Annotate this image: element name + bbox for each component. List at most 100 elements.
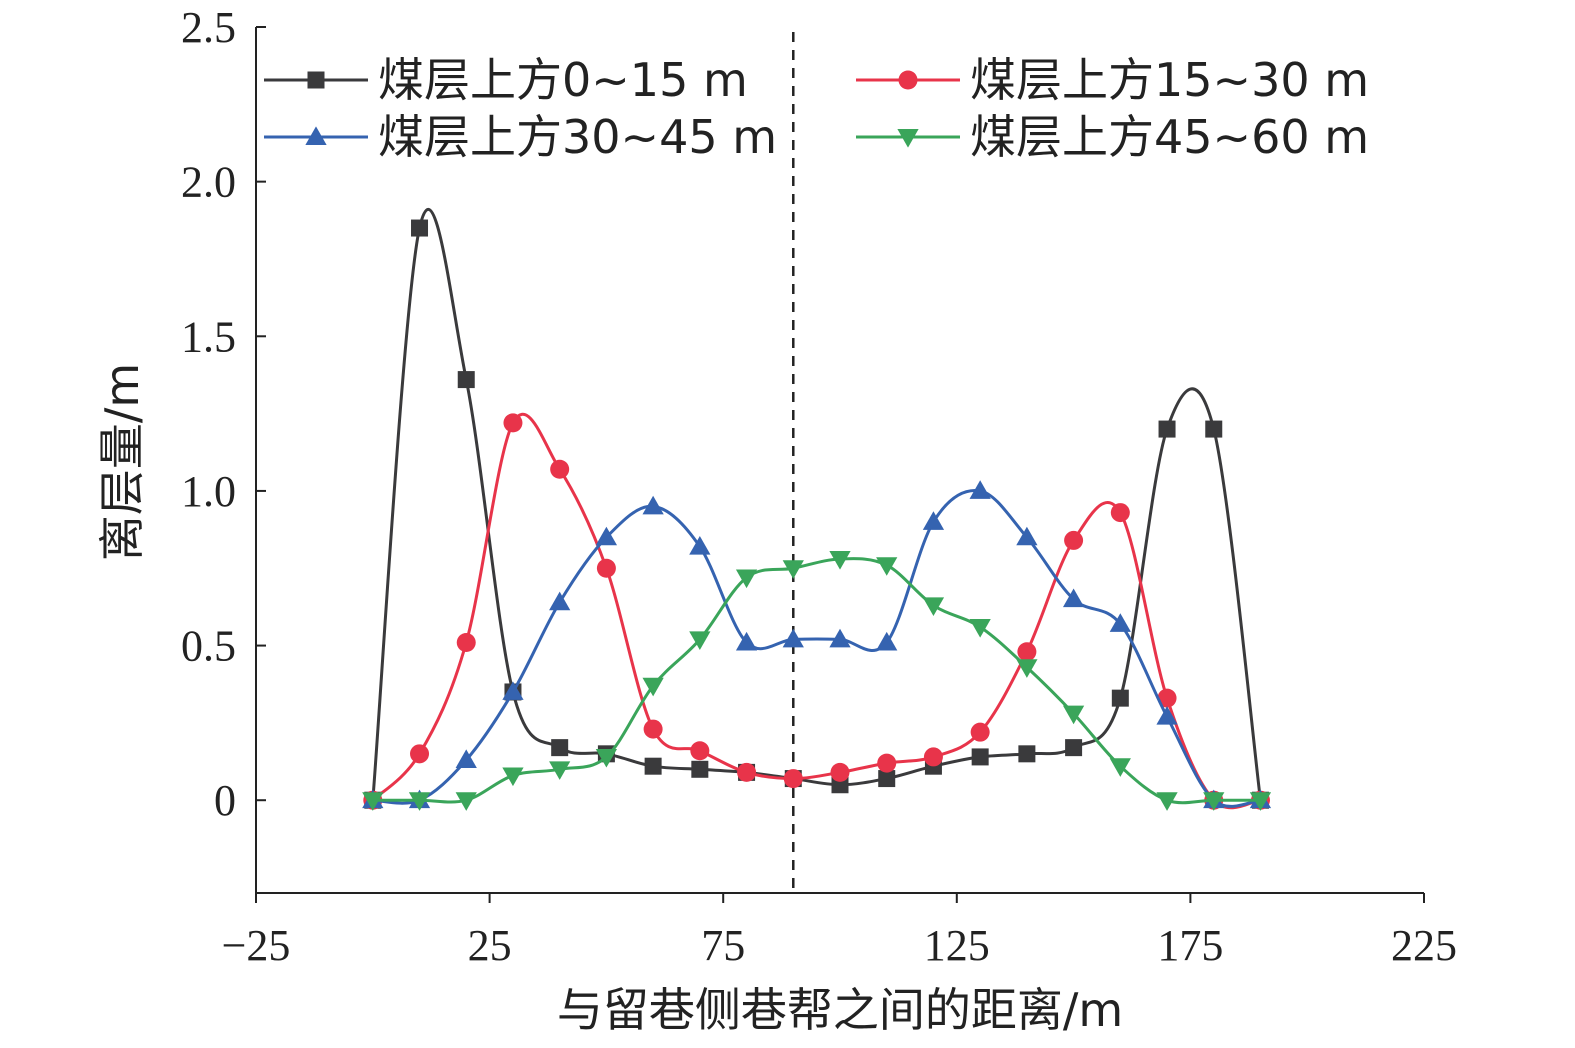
data-point xyxy=(1016,526,1038,546)
data-point xyxy=(1062,705,1085,725)
data-point xyxy=(1062,588,1085,608)
data-point xyxy=(735,569,758,589)
data-point xyxy=(503,413,523,433)
data-point xyxy=(923,747,943,767)
data-point xyxy=(876,557,898,576)
data-point xyxy=(502,767,524,787)
x-tick-label: 175 xyxy=(1157,921,1223,970)
data-point xyxy=(735,631,758,651)
data-point xyxy=(1111,689,1129,707)
x-axis-title: 与留巷侧巷帮之间的距离/m xyxy=(557,983,1123,1037)
data-point xyxy=(830,762,850,782)
data-point xyxy=(876,631,898,651)
data-point xyxy=(1156,706,1178,725)
data-point xyxy=(922,511,945,530)
legend-marker xyxy=(897,129,919,148)
y-tick-label: 2.5 xyxy=(181,3,236,52)
data-point xyxy=(550,459,570,479)
series-1 xyxy=(364,208,1269,809)
data-point xyxy=(1203,792,1225,811)
legend-marker xyxy=(307,71,325,89)
y-tick-label: 0.5 xyxy=(181,622,236,671)
series-line xyxy=(371,412,1261,810)
series-3 xyxy=(362,480,1272,809)
data-point xyxy=(691,760,709,778)
legend: 煤层上方0~15 m 煤层上方15~30 m 煤层上方30~45 m 煤层上方45~6… xyxy=(264,53,1369,164)
data-point xyxy=(1109,613,1131,632)
legend-marker xyxy=(305,126,327,145)
data-point xyxy=(922,597,945,616)
data-point xyxy=(642,677,664,697)
data-point xyxy=(411,219,429,237)
data-point xyxy=(1157,688,1177,708)
data-point xyxy=(549,761,571,780)
legend-item-4: 煤层上方45~60 m xyxy=(856,110,1369,164)
data-point xyxy=(455,749,477,768)
x-tick-label: 25 xyxy=(468,921,512,970)
y-tick-label: 2.0 xyxy=(181,158,236,207)
data-point xyxy=(1065,739,1083,757)
legend-label: 煤层上方0~15 m xyxy=(378,53,748,107)
data-point xyxy=(410,744,430,764)
data-point xyxy=(455,792,477,811)
data-point xyxy=(456,632,476,652)
legend-label: 煤层上方15~30 m xyxy=(970,53,1369,107)
data-point xyxy=(878,770,896,788)
series-4 xyxy=(362,551,1272,811)
data-point xyxy=(502,681,524,700)
data-point xyxy=(1156,792,1178,811)
data-point xyxy=(782,560,804,579)
data-point xyxy=(1109,758,1131,777)
axes: −25 25 75 125 175 225 0 0.5 1.0 1.5 2.0 2.5 xyxy=(181,3,1457,970)
data-point xyxy=(971,748,989,766)
series-line xyxy=(371,208,1262,801)
data-point xyxy=(969,619,991,638)
data-point xyxy=(877,753,897,773)
data-point xyxy=(970,722,990,742)
data-point xyxy=(1016,659,1038,678)
legend-label: 煤层上方45~60 m xyxy=(970,110,1369,164)
data-point xyxy=(408,792,431,811)
data-point xyxy=(1017,642,1037,662)
legend-item-3: 煤层上方30~45 m xyxy=(264,110,777,164)
data-point xyxy=(643,719,663,739)
data-point xyxy=(690,741,710,761)
data-point xyxy=(829,628,851,648)
y-tick-label: 1.5 xyxy=(181,312,236,361)
data-point xyxy=(644,757,662,775)
x-tick-label: 125 xyxy=(924,921,990,970)
data-point xyxy=(595,748,618,768)
data-point xyxy=(689,631,711,651)
data-point xyxy=(737,762,757,782)
legend-item-1: 煤层上方0~15 m xyxy=(264,53,748,107)
y-axis-title: 离层量/m xyxy=(95,363,149,561)
data-point xyxy=(783,769,803,789)
data-point xyxy=(362,792,384,811)
legend-item-2: 煤层上方15~30 m xyxy=(856,53,1369,107)
legend-marker xyxy=(898,70,918,90)
data-point xyxy=(1018,745,1036,763)
series-group xyxy=(362,208,1272,811)
data-point xyxy=(782,628,804,648)
x-tick-label: 225 xyxy=(1391,921,1457,970)
data-point xyxy=(1110,503,1130,523)
legend-label: 煤层上方30~45 m xyxy=(378,110,777,164)
data-point xyxy=(1064,530,1084,550)
data-point xyxy=(689,535,711,555)
x-tick-label: −25 xyxy=(222,921,291,970)
data-point xyxy=(969,480,991,499)
data-point xyxy=(457,371,475,389)
data-point xyxy=(595,526,618,546)
data-point xyxy=(549,591,571,611)
y-tick-label: 1.0 xyxy=(181,467,236,516)
data-point xyxy=(551,739,569,757)
data-point xyxy=(596,558,616,578)
data-point xyxy=(1158,420,1176,438)
y-tick-label: 0 xyxy=(214,776,236,825)
data-point xyxy=(1205,420,1223,438)
x-tick-label: 75 xyxy=(701,921,745,970)
data-point xyxy=(829,551,851,570)
data-point xyxy=(642,495,664,515)
series-line xyxy=(372,557,1261,805)
